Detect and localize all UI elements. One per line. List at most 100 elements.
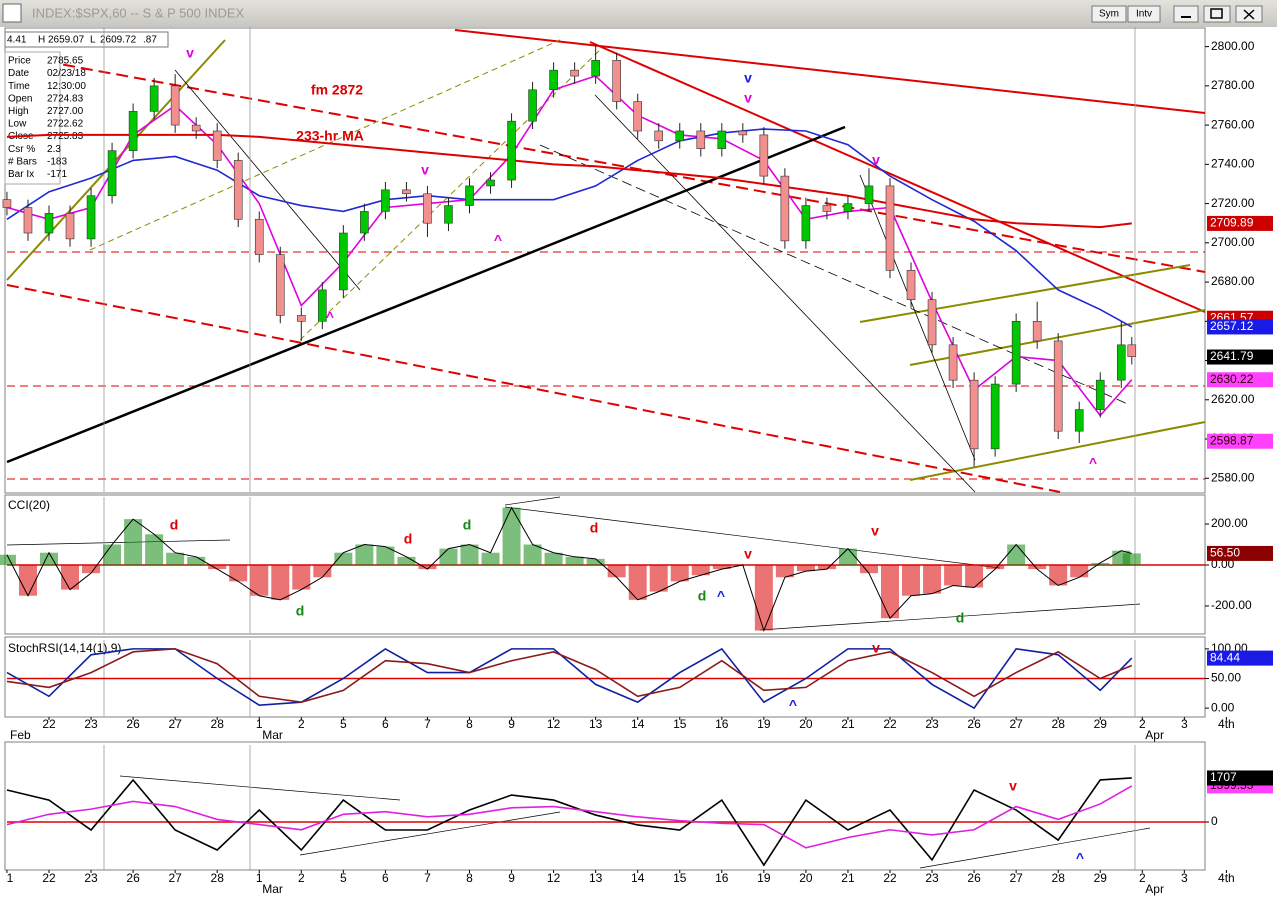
cci-bar [439, 548, 458, 565]
info-label: High [8, 106, 29, 117]
candle-body [759, 134, 769, 177]
candle-body [885, 185, 895, 271]
sym-button[interactable] [1091, 5, 1127, 23]
y-tick-label: 2800.00 [1211, 39, 1255, 53]
annotation: 233-hr MA [296, 128, 364, 144]
candle-body [2, 199, 12, 208]
candle-body [969, 379, 979, 450]
x-tick-label: 21 [841, 717, 855, 731]
x-tick-label: 29 [1094, 871, 1108, 885]
cci-bar [923, 565, 942, 594]
cci-bar [607, 565, 626, 578]
x-tick-label: 3 [1181, 717, 1188, 731]
cci-bar [1091, 562, 1110, 565]
intv-button[interactable] [1127, 5, 1161, 23]
x-tick-label: 8 [466, 717, 473, 731]
annotation: v [744, 70, 752, 86]
sym-button-label: Sym [1099, 9, 1119, 20]
x-tick-label: 26 [126, 871, 140, 885]
candle-body [738, 130, 748, 136]
window-icon[interactable] [2, 3, 22, 23]
candle-body [296, 315, 306, 322]
cci-bar [313, 565, 332, 578]
cci-bar [250, 565, 269, 596]
cci-bar [1049, 565, 1068, 586]
annotation: d [590, 520, 599, 536]
x-tick-label: 22 [42, 717, 56, 731]
annotation: v [186, 45, 194, 61]
window-title: INDEX:$SPX,60 -- S & P 500 INDEX [32, 5, 245, 20]
x-tick-label: 4th [1218, 717, 1235, 731]
level-label: 84.44 [1210, 650, 1240, 664]
info-label: Time [8, 81, 30, 92]
cci-bar [796, 565, 815, 572]
indicator-line [6, 128, 1133, 328]
info-label: Low [8, 119, 27, 130]
x-tick-label: 13 [589, 717, 603, 731]
candle-body [65, 213, 75, 240]
cci-bar [1028, 565, 1047, 570]
strip-text: 2609.72 [100, 35, 137, 46]
level-label-box [1207, 215, 1273, 231]
cci-bar [502, 507, 521, 565]
indicator-line [6, 506, 1132, 633]
panel-title: StochRSI(14,14(1),9) [8, 641, 121, 655]
month-label: Apr [1145, 882, 1164, 896]
candle-body [549, 69, 558, 91]
candle-body [318, 289, 327, 322]
candle-body [381, 189, 390, 212]
x-tick-label: 19 [757, 717, 771, 731]
x-tick-label: 16 [715, 871, 729, 885]
x-tick-label: 23 [84, 871, 98, 885]
indicator-line [6, 133, 1132, 229]
month-label: Apr [1145, 728, 1164, 742]
cci-bar [460, 544, 479, 565]
x-tick-label: 5 [340, 871, 347, 885]
x-tick-label: 9 [508, 871, 515, 885]
x-tick-label: 27 [168, 717, 182, 731]
cci-bar [817, 565, 836, 570]
strip-box [99, 34, 139, 46]
x-tick-label: 20 [799, 717, 813, 731]
title-bar [0, 0, 1277, 27]
indicator-line [6, 648, 1133, 704]
x-tick-label: 6 [382, 871, 389, 885]
info-label: Date [8, 68, 30, 79]
candle-body [633, 101, 643, 132]
annotation: d [956, 610, 965, 626]
x-tick-label: 3 [1181, 871, 1188, 885]
annotation: fm 2872 [311, 82, 363, 98]
x-tick-label: 20 [799, 871, 813, 885]
info-value: 12:30:00 [47, 81, 86, 92]
candle-body [906, 269, 916, 301]
x-tick-label: 23 [925, 871, 939, 885]
annotation: ^ [717, 588, 725, 604]
info-value: 2722.62 [47, 119, 84, 130]
candle-body [275, 254, 285, 316]
x-tick-label: 26 [967, 871, 981, 885]
x-tick-label: 12 [547, 871, 561, 885]
minimize-button[interactable] [1173, 5, 1199, 23]
info-value: 2785.65 [47, 56, 84, 67]
cci-bar [691, 565, 710, 576]
y-tick-label: 2680.00 [1211, 274, 1255, 288]
y-tick-label: 2700.00 [1211, 235, 1255, 249]
x-tick-label: 2 [298, 871, 305, 885]
cci-bar [397, 556, 416, 565]
x-tick-label: 19 [757, 871, 771, 885]
info-value: 02/23/18 [47, 68, 86, 79]
candle-body [507, 120, 516, 181]
cci-bar [18, 565, 37, 596]
x-tick-label: 12 [547, 717, 561, 731]
month-label: Mar [262, 882, 283, 896]
cci-bar [523, 544, 542, 565]
candle-body [233, 160, 243, 220]
price-panel [4, 27, 1206, 494]
cci-bar [754, 565, 773, 631]
info-value: -183 [47, 156, 67, 167]
oscillator-panel [4, 741, 1206, 871]
x-tick-label: 28 [1052, 871, 1066, 885]
level-label: 2598.87 [1210, 433, 1254, 447]
candle-body [528, 89, 537, 122]
cci-bar [145, 534, 164, 565]
